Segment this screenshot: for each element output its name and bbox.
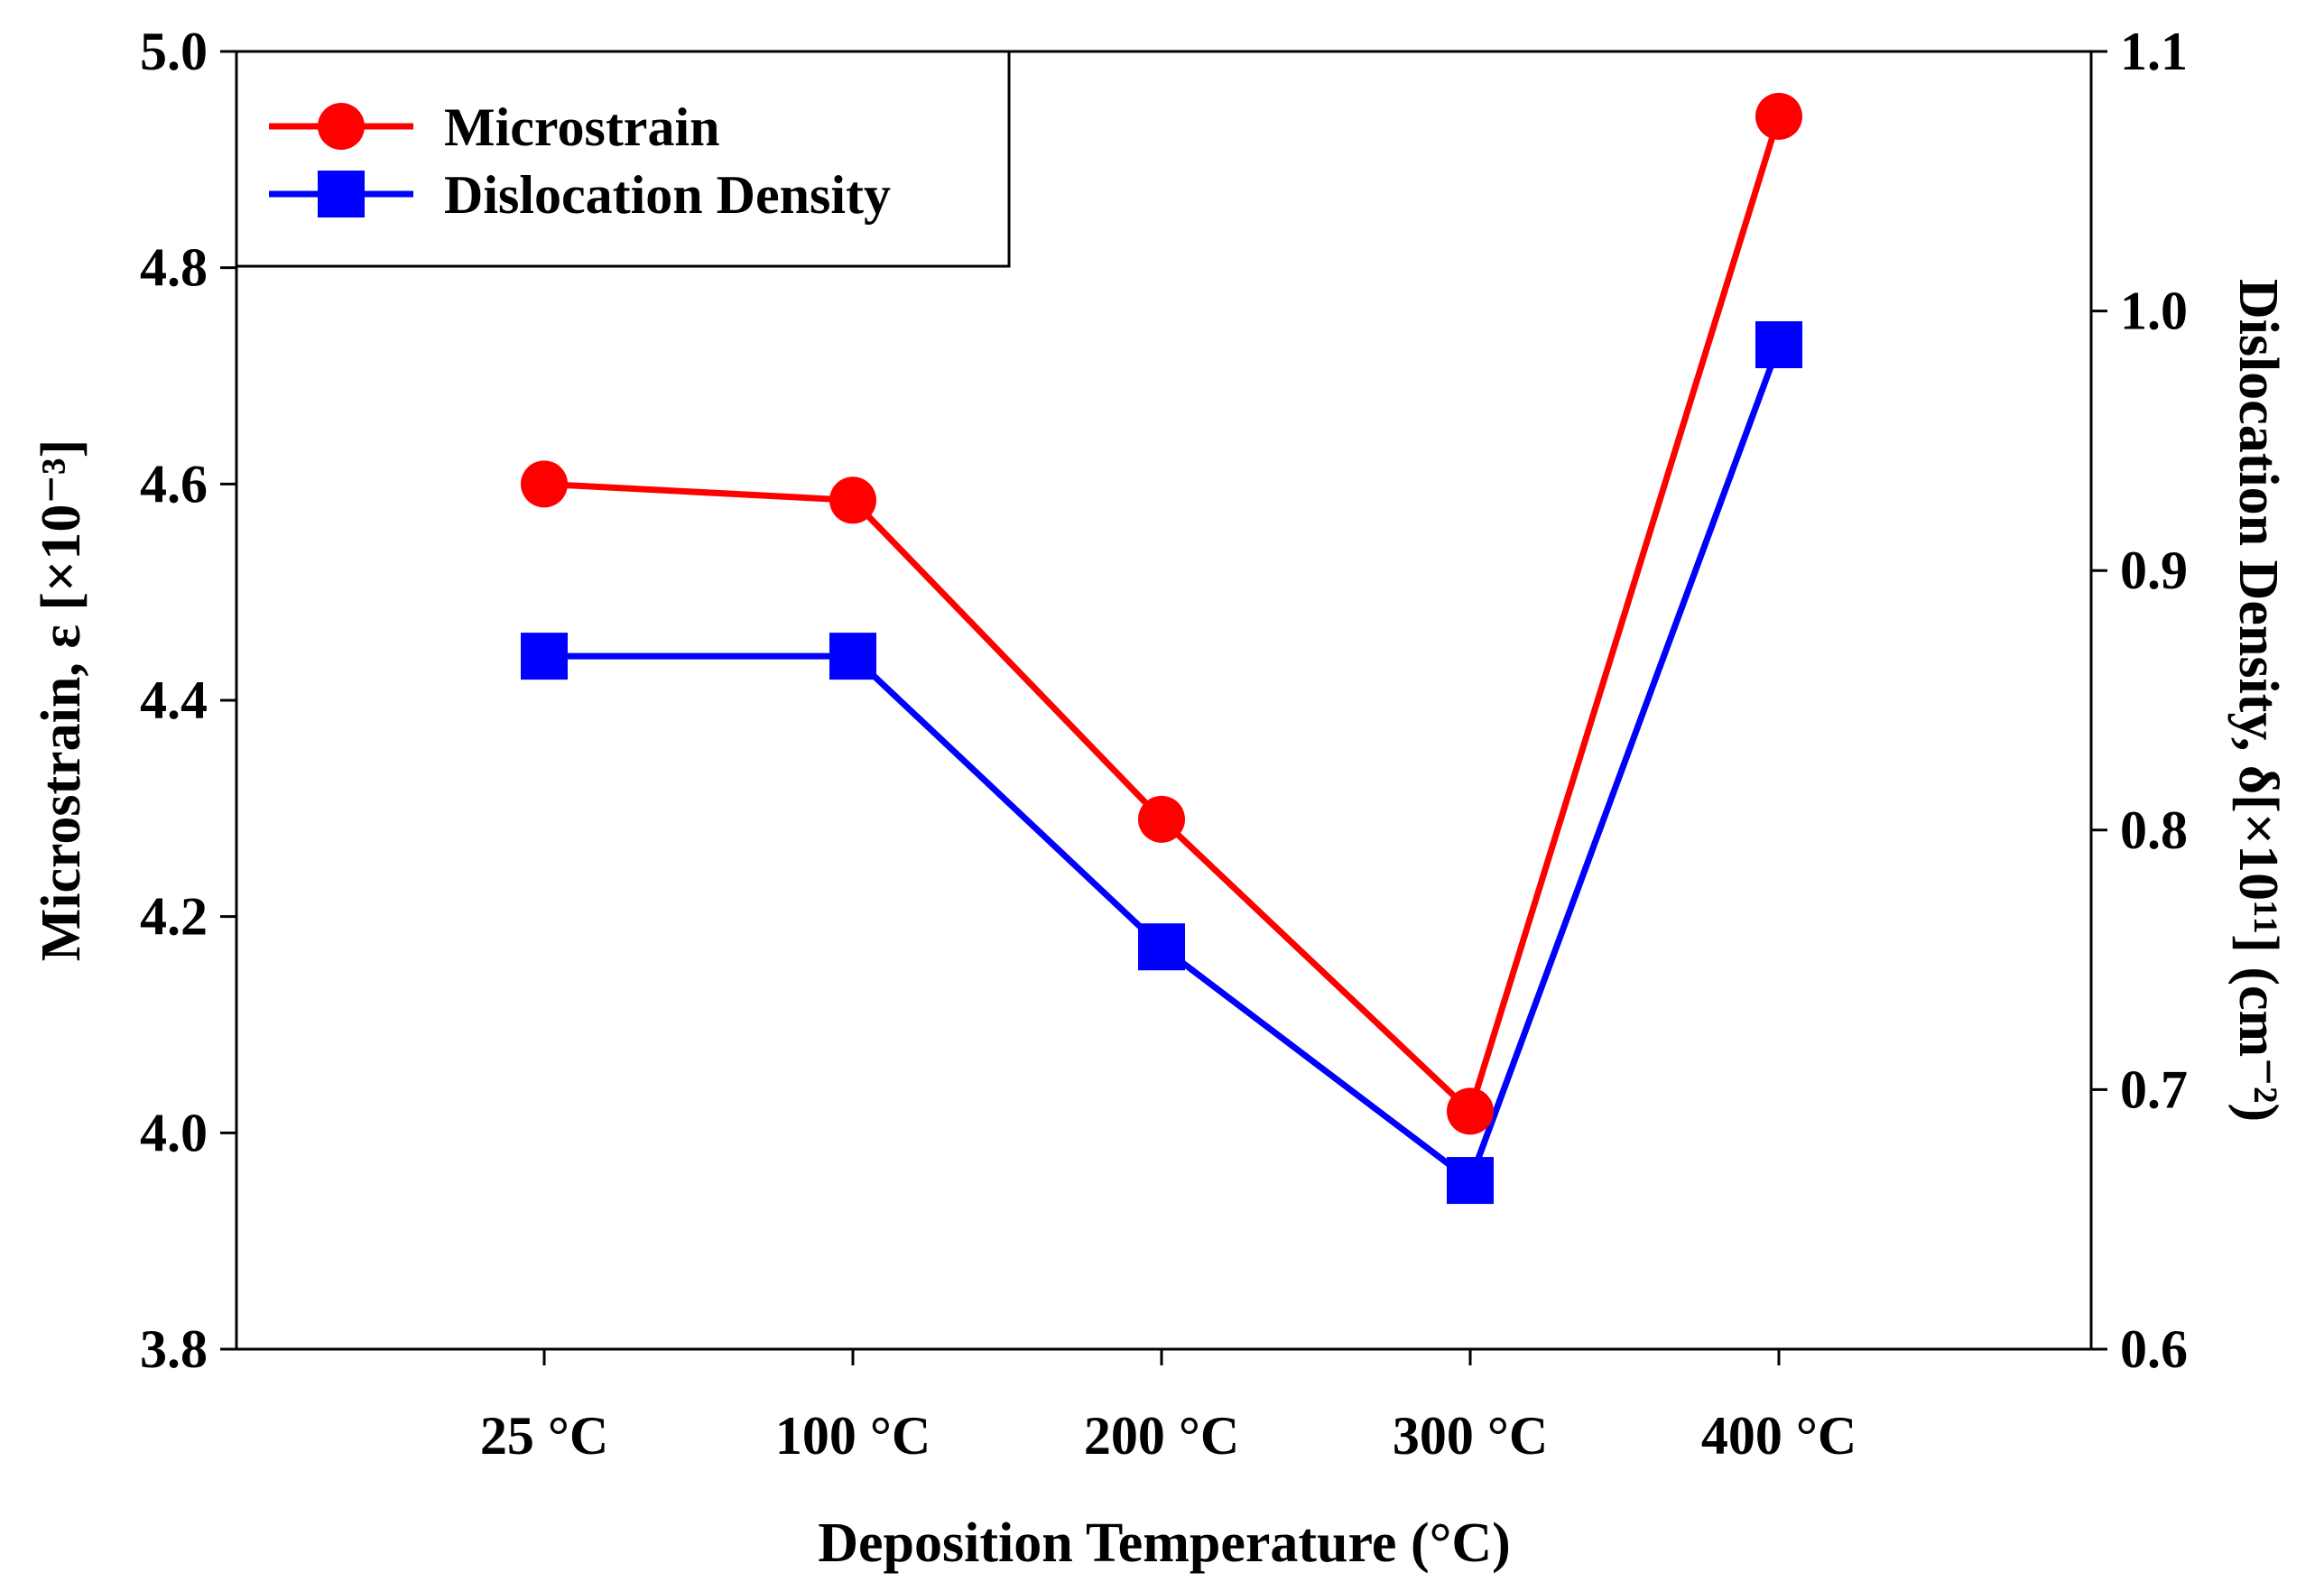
x-tick-label: 300 °C — [1393, 1406, 1548, 1466]
data-point-dislocation-density — [1138, 923, 1185, 971]
data-point-dislocation-density — [1755, 320, 1802, 368]
legend-marker-microstrain — [318, 103, 365, 150]
right-y-axis: 0.6 0.7 0.8 0.9 1.0 1.1 — [2091, 22, 2188, 1379]
x-tick-label: 400 °C — [1701, 1406, 1856, 1466]
left-y-tick-label: 4.4 — [140, 671, 208, 730]
data-point-dislocation-density — [829, 633, 876, 680]
legend-label-microstrain: Microstrain — [444, 97, 719, 157]
data-point-microstrain — [1755, 92, 1802, 140]
left-y-tick-label: 4.0 — [140, 1103, 208, 1162]
x-axis-title: Deposition Temperature (°C) — [818, 1512, 1511, 1574]
left-y-tick-label: 4.6 — [140, 454, 208, 513]
data-point-microstrain — [1138, 795, 1185, 843]
left-y-axis: 3.8 4.0 4.2 4.4 4.6 4.8 5.0 — [140, 22, 236, 1379]
left-y-tick-label: 3.8 — [140, 1319, 208, 1379]
data-point-dislocation-density — [521, 633, 568, 680]
legend: Microstrain Dislocation Density — [235, 50, 1011, 268]
left-y-tick-label: 4.8 — [140, 238, 208, 298]
right-y-tick-label: 0.6 — [2120, 1319, 2188, 1379]
legend-label-dislocation-density: Dislocation Density — [444, 165, 891, 225]
series-layer — [521, 92, 1802, 1205]
x-tick-label: 100 °C — [775, 1406, 931, 1466]
right-y-axis-title: Dislocation Density, δ[×10¹¹] (cm⁻²) — [2227, 279, 2289, 1122]
right-y-tick-label: 0.8 — [2120, 800, 2188, 860]
data-point-microstrain — [1447, 1087, 1494, 1135]
legend-box — [235, 50, 1011, 268]
right-y-tick-label: 0.7 — [2120, 1059, 2188, 1119]
right-y-tick-label: 0.9 — [2120, 541, 2188, 600]
data-point-microstrain — [521, 460, 568, 508]
left-y-axis-title: Microstrain, ε [×10⁻³] — [31, 439, 92, 962]
data-point-microstrain — [829, 476, 876, 524]
data-point-dislocation-density — [1447, 1157, 1494, 1205]
right-y-tick-label: 1.1 — [2120, 22, 2188, 81]
series-line-dislocation-density — [544, 343, 1782, 1184]
x-tick-label: 200 °C — [1084, 1406, 1239, 1466]
x-axis: 25 °C 100 °C 200 °C 300 °C 400 °C — [480, 1349, 1856, 1466]
right-y-tick-label: 1.0 — [2120, 282, 2188, 341]
left-y-tick-label: 5.0 — [140, 22, 208, 81]
legend-marker-dislocation-density — [318, 171, 365, 217]
left-y-tick-label: 4.2 — [140, 887, 208, 947]
x-tick-label: 25 °C — [480, 1406, 608, 1466]
